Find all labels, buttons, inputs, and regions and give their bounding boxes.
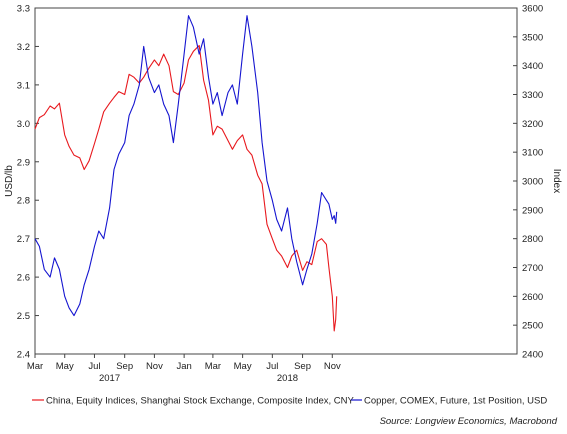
right-tick-label: 3000 bbox=[522, 177, 543, 188]
x-tick-label: Nov bbox=[324, 361, 341, 372]
left-tick-label: 3.1 bbox=[17, 80, 30, 91]
right-tick-label: 3300 bbox=[522, 90, 543, 101]
x-axis: Mar May Jul Sep Nov Jan Mar May Jul Sep Nov 2017 201… bbox=[27, 354, 341, 384]
series-line-0 bbox=[34, 44, 338, 332]
right-tick-label: 3100 bbox=[522, 148, 543, 159]
left-tick-label: 2.5 bbox=[17, 311, 30, 322]
x-tick-label: Jan bbox=[176, 361, 191, 372]
series-line-1 bbox=[34, 15, 338, 317]
x-tick-label: May bbox=[56, 361, 74, 372]
right-tick-label: 2700 bbox=[522, 263, 543, 274]
right-axis: 2400 2500 2600 2700 2800 2900 3000 3100 3200 3300… bbox=[513, 4, 543, 361]
x-tick-label: Mar bbox=[27, 361, 43, 372]
legend: China, Equity Indices, Shanghai Stock Ex… bbox=[32, 396, 547, 407]
legend-label-shanghai: China, Equity Indices, Shanghai Stock Ex… bbox=[46, 396, 355, 407]
left-tick-label: 2.9 bbox=[17, 157, 30, 168]
right-tick-label: 3500 bbox=[522, 32, 543, 43]
right-axis-label: Index bbox=[551, 169, 562, 193]
plot-frame bbox=[34, 7, 518, 355]
x-tick-label: Sep bbox=[116, 361, 133, 372]
right-tick-label: 2600 bbox=[522, 292, 543, 303]
left-tick-label: 3.0 bbox=[17, 119, 30, 130]
x-tick-label: Nov bbox=[146, 361, 163, 372]
left-tick-label: 2.7 bbox=[17, 234, 30, 245]
series-group bbox=[34, 15, 338, 332]
right-tick-label: 2900 bbox=[522, 205, 543, 216]
x-year-label: 2017 bbox=[99, 373, 120, 384]
x-tick-label: Mar bbox=[205, 361, 221, 372]
x-tick-label: May bbox=[234, 361, 252, 372]
x-tick-label: Jul bbox=[88, 361, 100, 372]
right-tick-label: 3400 bbox=[522, 61, 543, 72]
x-tick-label: Jul bbox=[266, 361, 278, 372]
right-tick-label: 3200 bbox=[522, 119, 543, 130]
left-tick-label: 3.3 bbox=[17, 4, 30, 15]
left-tick-label: 3.2 bbox=[17, 42, 30, 53]
left-tick-label: 2.6 bbox=[17, 273, 30, 284]
x-tick-label: Sep bbox=[294, 361, 311, 372]
left-tick-label: 2.4 bbox=[17, 350, 30, 361]
left-tick-label: 2.8 bbox=[17, 196, 30, 207]
left-axis-label: USD/lb bbox=[4, 165, 15, 197]
left-axis: 2.4 2.5 2.6 2.7 2.8 2.9 3.0 3.1 3.2 3.3 bbox=[17, 4, 39, 361]
right-tick-label: 3600 bbox=[522, 4, 543, 15]
x-year-label: 2018 bbox=[277, 373, 298, 384]
right-tick-label: 2500 bbox=[522, 321, 543, 332]
right-tick-label: 2800 bbox=[522, 234, 543, 245]
legend-label-copper: Copper, COMEX, Future, 1st Position, USD bbox=[364, 396, 547, 407]
right-tick-label: 2400 bbox=[522, 350, 543, 361]
source-note: Source: Longview Economics, Macrobond bbox=[380, 416, 558, 427]
